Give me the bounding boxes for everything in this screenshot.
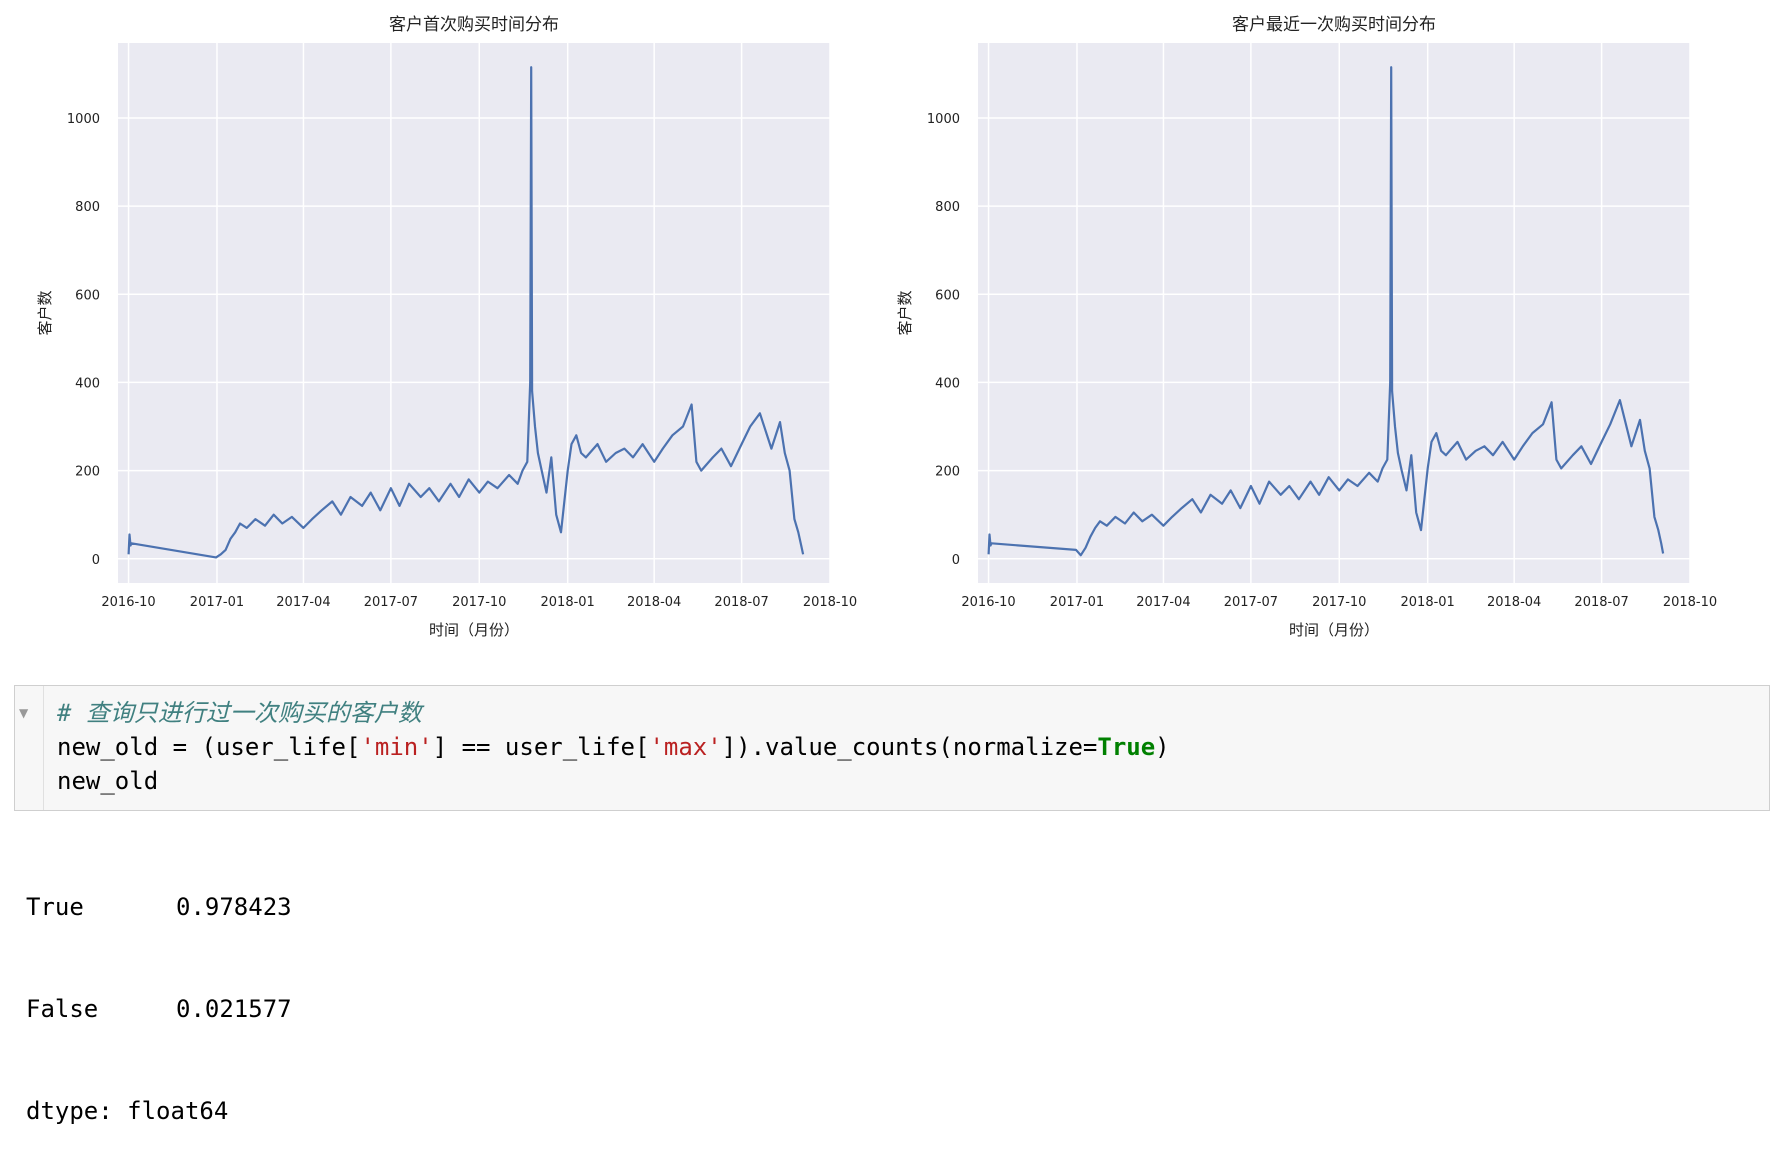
horizontal-grid-lines xyxy=(978,117,1690,560)
x-tick-labels: 2016-10 2017-01 2017-04 2017-07 2017-10 2018-… xyxy=(101,595,857,610)
x-tick-label: 2017-10 xyxy=(1312,595,1366,610)
x-tick-label: 2018-01 xyxy=(541,595,595,610)
y-tick-label: 200 xyxy=(75,465,100,480)
horizontal-grid-lines xyxy=(118,117,830,560)
x-tick-label: 2016-10 xyxy=(101,595,155,610)
vertical-grid-lines xyxy=(127,43,831,583)
code-editor[interactable]: # 查询只进行过一次购买的客户数 new_old = (user_life['m… xyxy=(57,696,1170,798)
output-value: 0.978423 xyxy=(176,893,292,921)
code-token: ]).value_counts(normalize= xyxy=(721,733,1098,761)
collapse-arrow-icon[interactable]: ▼ xyxy=(19,706,29,720)
x-tick-label: 2018-10 xyxy=(1663,595,1717,610)
cell-gutter-divider xyxy=(43,686,44,810)
plot-area xyxy=(118,43,830,583)
vertical-grid-lines xyxy=(987,43,1691,583)
x-tick-label: 2018-07 xyxy=(1574,595,1628,610)
y-tick-label: 800 xyxy=(935,200,960,215)
x-tick-label: 2017-04 xyxy=(1136,595,1190,610)
output-row: True 0.978423 xyxy=(26,890,292,924)
code-string: 'max' xyxy=(649,733,722,761)
x-tick-label: 2018-04 xyxy=(627,595,681,610)
x-tick-label: 2017-07 xyxy=(1224,595,1278,610)
x-tick-label: 2018-01 xyxy=(1401,595,1455,610)
y-tick-labels: 0 200 400 600 800 1000 xyxy=(927,112,960,568)
code-string: 'min' xyxy=(360,733,433,761)
y-tick-label: 0 xyxy=(952,553,960,568)
first-purchase-series-line xyxy=(127,66,805,559)
last-purchase-series-line xyxy=(987,66,1665,557)
plot-area xyxy=(978,43,1690,583)
y-axis-label: 客户数 xyxy=(896,290,914,335)
output-key: True xyxy=(26,893,84,921)
chart-title: 客户最近一次购买时间分布 xyxy=(1232,15,1436,35)
x-tick-label: 2018-07 xyxy=(714,595,768,610)
code-token: ] == user_life[ xyxy=(432,733,650,761)
code-token: new_old = (user_life[ xyxy=(57,733,361,761)
y-tick-labels: 0 200 400 600 800 1000 xyxy=(67,112,100,568)
y-tick-label: 800 xyxy=(75,200,100,215)
y-tick-label: 400 xyxy=(935,376,960,391)
output-dtype: dtype: float64 xyxy=(26,1097,229,1125)
x-tick-label: 2018-10 xyxy=(803,595,857,610)
y-tick-label: 600 xyxy=(935,288,960,303)
first-purchase-chart: 0 200 400 600 800 1000 2016-10 2017-01 2017-04 2… xyxy=(0,0,860,660)
chart-title: 客户首次购买时间分布 xyxy=(389,15,559,35)
output-key: False xyxy=(26,995,99,1023)
y-tick-label: 1000 xyxy=(927,112,960,127)
y-axis-label: 客户数 xyxy=(36,290,54,335)
x-tick-label: 2017-04 xyxy=(276,595,330,610)
output-value: 0.021577 xyxy=(176,995,292,1023)
code-line-3: new_old xyxy=(57,767,159,795)
x-axis-label: 时间（月份） xyxy=(429,621,519,639)
output-row: False 0.021577 xyxy=(26,992,292,1026)
code-cell[interactable]: ▼ # 查询只进行过一次购买的客户数 new_old = (user_life[… xyxy=(14,685,1770,811)
cell-output: True 0.978423 False 0.021577 dtype: float6… xyxy=(26,822,292,1162)
x-axis-label: 时间（月份） xyxy=(1289,621,1379,639)
code-token: ) xyxy=(1155,733,1170,761)
x-tick-label: 2017-07 xyxy=(364,595,418,610)
x-tick-label: 2018-04 xyxy=(1487,595,1541,610)
y-tick-label: 0 xyxy=(92,553,100,568)
code-line-2: new_old = (user_life['min'] == user_life… xyxy=(57,733,1170,761)
y-tick-label: 400 xyxy=(75,376,100,391)
code-keyword: True xyxy=(1097,733,1156,761)
last-purchase-chart: 0 200 400 600 800 1000 2016-10 2017-01 2017-04 2… xyxy=(860,0,1720,660)
y-tick-label: 600 xyxy=(75,288,100,303)
y-tick-label: 1000 xyxy=(67,112,100,127)
x-tick-label: 2016-10 xyxy=(961,595,1015,610)
x-tick-label: 2017-10 xyxy=(452,595,506,610)
x-tick-labels: 2016-10 2017-01 2017-04 2017-07 2017-10 2018-… xyxy=(961,595,1717,610)
code-comment: # 查询只进行过一次购买的客户数 xyxy=(57,699,422,727)
y-tick-label: 200 xyxy=(935,465,960,480)
x-tick-label: 2017-01 xyxy=(190,595,244,610)
x-tick-label: 2017-01 xyxy=(1050,595,1104,610)
